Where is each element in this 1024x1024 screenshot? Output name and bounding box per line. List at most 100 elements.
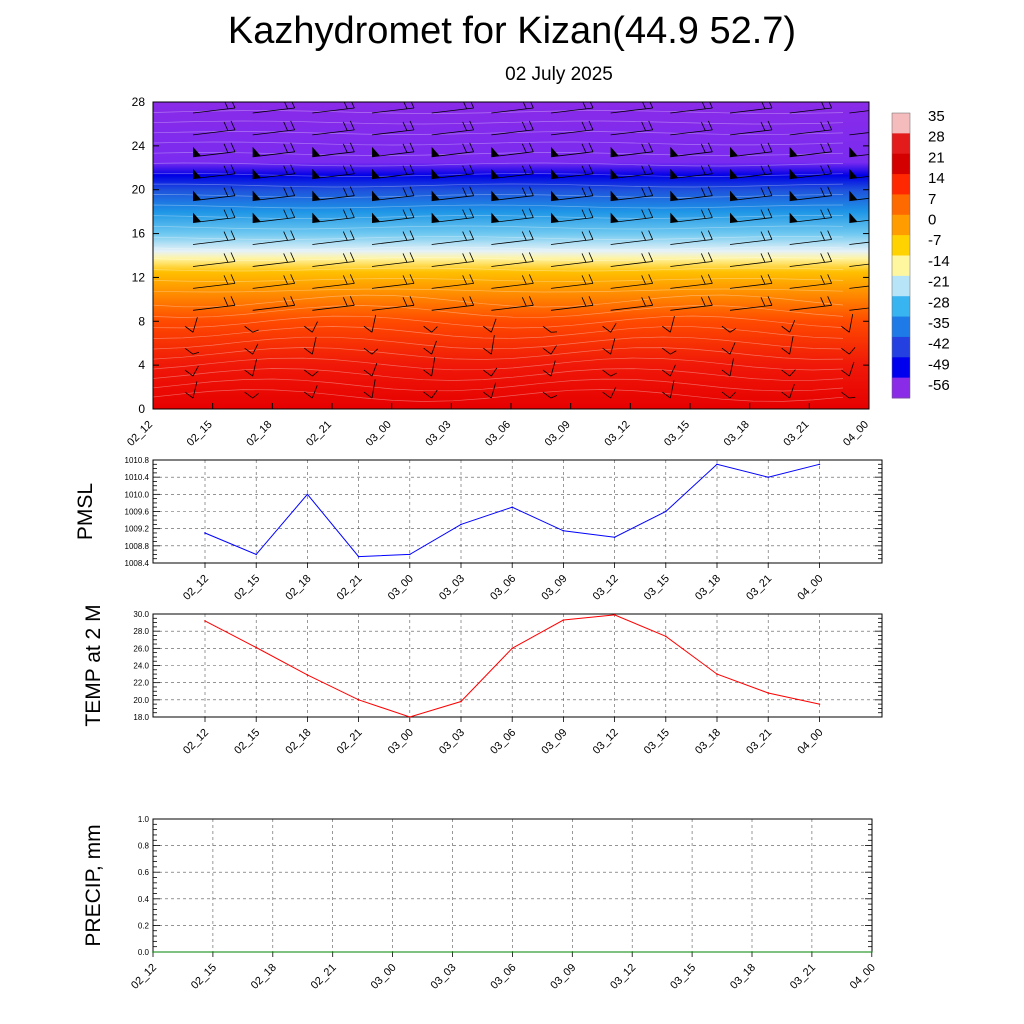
wind-barb xyxy=(363,363,378,377)
data-point xyxy=(204,532,206,534)
wind-barb xyxy=(371,252,415,267)
wind-barb xyxy=(192,296,236,311)
data-point xyxy=(306,674,309,676)
data-point xyxy=(204,620,206,622)
wind-barb xyxy=(789,274,833,289)
wind-barb xyxy=(431,208,475,224)
wind-barb xyxy=(729,102,773,114)
y-tick-label: 0.8 xyxy=(138,842,150,851)
x-tick-label: 02_12 xyxy=(181,573,211,603)
y-tick-label: 30.0 xyxy=(133,610,149,619)
data-point xyxy=(255,553,257,556)
data-point xyxy=(212,951,214,953)
wind-barb xyxy=(184,365,199,377)
data-point xyxy=(357,555,360,558)
x-tick-label: 03_09 xyxy=(539,573,569,603)
data-point xyxy=(357,699,360,701)
wind-barb xyxy=(252,274,296,289)
y-tick-label: 0.2 xyxy=(138,921,150,930)
wind-barb xyxy=(363,379,376,399)
x-tick-label: 03_00 xyxy=(386,727,416,757)
data-point xyxy=(409,716,411,718)
wind-barb xyxy=(670,252,713,267)
wind-barb xyxy=(371,208,415,224)
x-tick-label: 03_06 xyxy=(488,727,518,757)
data-point xyxy=(716,673,718,675)
data-point xyxy=(562,530,565,532)
wind-barb xyxy=(244,343,259,355)
wind-barb xyxy=(610,230,654,245)
wind-barb xyxy=(363,314,377,333)
x-tick-label: 02_12 xyxy=(181,727,211,757)
colorbar: 35 28 21 14 7 0 -7 -14 -21 -28 -35 -42 -49 -56 xyxy=(891,108,950,399)
panel-frame xyxy=(152,613,883,718)
wind-barb xyxy=(192,102,236,114)
y-tick-label: 1.0 xyxy=(138,815,150,824)
series-line xyxy=(204,614,820,718)
data-point xyxy=(691,951,693,953)
wind-barb xyxy=(431,142,475,158)
chart-title: Kazhydromet for Kizan(44.9 52.7) xyxy=(227,10,797,52)
wind-barb xyxy=(721,391,737,399)
wind-barb xyxy=(670,274,713,289)
wind-barb xyxy=(610,142,654,158)
wind-barb xyxy=(371,274,415,289)
wind-barb xyxy=(371,186,415,202)
colorbar-label: -49 xyxy=(928,356,950,373)
wind-barb xyxy=(491,274,534,289)
wind-barb xyxy=(491,102,534,114)
y-tick-label: 28 xyxy=(132,95,146,109)
x-tick-label: 03_00 xyxy=(364,419,394,449)
wind-barb xyxy=(542,345,557,355)
colorbar-label: 35 xyxy=(928,108,945,125)
wind-barb xyxy=(610,164,654,180)
wind-barb xyxy=(491,164,534,180)
wind-barb xyxy=(371,120,415,136)
wind-barb xyxy=(670,230,713,245)
wind-barb xyxy=(670,142,713,158)
x-tick-label: 03_09 xyxy=(543,419,573,449)
wind-barb xyxy=(252,252,296,267)
wind-barb xyxy=(192,164,236,180)
wind-barb xyxy=(491,142,534,158)
x-tick-label: 04_00 xyxy=(795,573,825,603)
data-point xyxy=(871,951,873,953)
x-tick-label: 03_09 xyxy=(548,962,578,992)
y-tick-label: 1010.8 xyxy=(125,456,150,465)
colorbar-swatch xyxy=(892,174,910,195)
x-tick-label: 03_12 xyxy=(602,419,632,449)
x-tick-label: 03_03 xyxy=(437,573,467,603)
x-tick-label: 03_12 xyxy=(591,727,621,757)
x-tick-label: 03_18 xyxy=(693,573,723,603)
x-tick-label: 03_06 xyxy=(488,962,518,992)
wind-barb xyxy=(789,186,833,202)
wind-barb xyxy=(662,364,676,377)
wind-barb xyxy=(491,296,534,311)
wind-barb xyxy=(244,391,259,399)
wind-barb xyxy=(491,252,534,267)
y-tick-label: 26.0 xyxy=(133,644,149,653)
colorbar-swatch xyxy=(892,194,910,216)
y-tick-label: 1010.0 xyxy=(125,490,150,499)
wind-barb xyxy=(371,296,415,311)
data-point xyxy=(631,951,633,953)
wind-barb xyxy=(602,386,617,399)
wind-barb xyxy=(491,186,534,202)
x-tick-label: 03_18 xyxy=(728,962,758,992)
wind-barb xyxy=(252,164,296,180)
y-tick-label: 18.0 xyxy=(133,713,149,722)
wind-barb xyxy=(610,252,654,267)
wind-barb xyxy=(849,241,869,245)
wind-barb xyxy=(849,263,869,267)
x-tick-label: 02_18 xyxy=(249,962,279,992)
wind-barb xyxy=(662,380,675,399)
colorbar-label: -56 xyxy=(928,377,950,394)
wind-barb xyxy=(491,208,534,224)
x-tick-label: 03_06 xyxy=(483,419,513,449)
wind-barb xyxy=(841,347,856,355)
x-tick-label: 03_09 xyxy=(539,727,569,757)
pmsl-panel: 1008.4 1008.8 1009.2 1009.6 1010.0 1010.4 1010… xyxy=(74,456,883,603)
y-tick-label: 1009.2 xyxy=(125,525,150,534)
wind-barb xyxy=(849,168,869,180)
wind-barb xyxy=(304,369,319,377)
